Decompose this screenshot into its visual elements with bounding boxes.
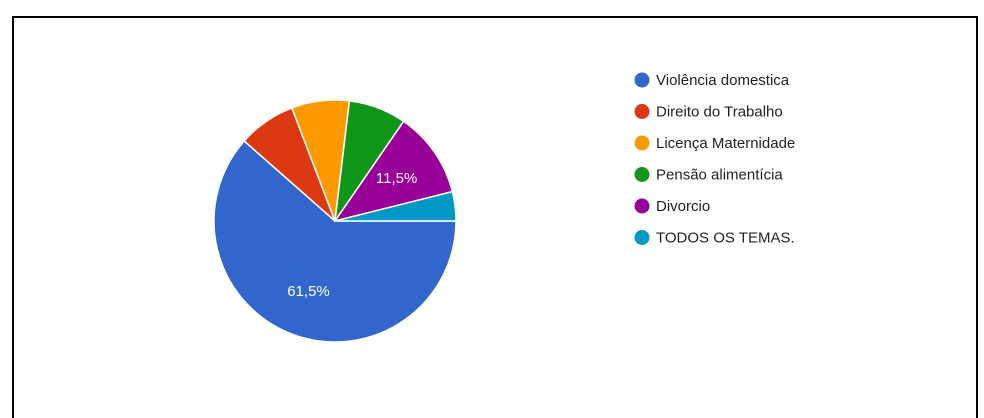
legend-entry-label: TODOS OS TEMAS. <box>656 230 795 247</box>
pie-slices <box>213 99 457 343</box>
legend-entry-label: Divorcio <box>656 198 710 215</box>
slice-data-label: 11,5% <box>376 170 417 187</box>
pie-slice <box>333 120 454 223</box>
chart-frame <box>12 16 978 418</box>
legend: Violência domestica Direito do Trabalho Li… <box>634 72 795 247</box>
slice-labels: 61,5% 11,5% <box>287 170 417 300</box>
slice-data-label: 61,5% <box>287 283 330 300</box>
legend-swatch <box>634 72 650 88</box>
legend-swatch <box>634 198 650 214</box>
legend-entry-label: Pensão alimentícia <box>656 167 783 184</box>
legend-entry-label: Licença Maternidade <box>656 135 795 152</box>
pie-slice <box>334 190 457 222</box>
pie-slice <box>213 139 457 343</box>
legend-swatch <box>634 230 650 245</box>
legend-swatch <box>634 135 650 151</box>
legend-swatch <box>634 104 650 119</box>
legend-entry-label: Direito do Trabalho <box>656 104 783 121</box>
legend-entry-label: Violência domestica <box>656 72 790 89</box>
legend-swatch <box>634 167 650 182</box>
